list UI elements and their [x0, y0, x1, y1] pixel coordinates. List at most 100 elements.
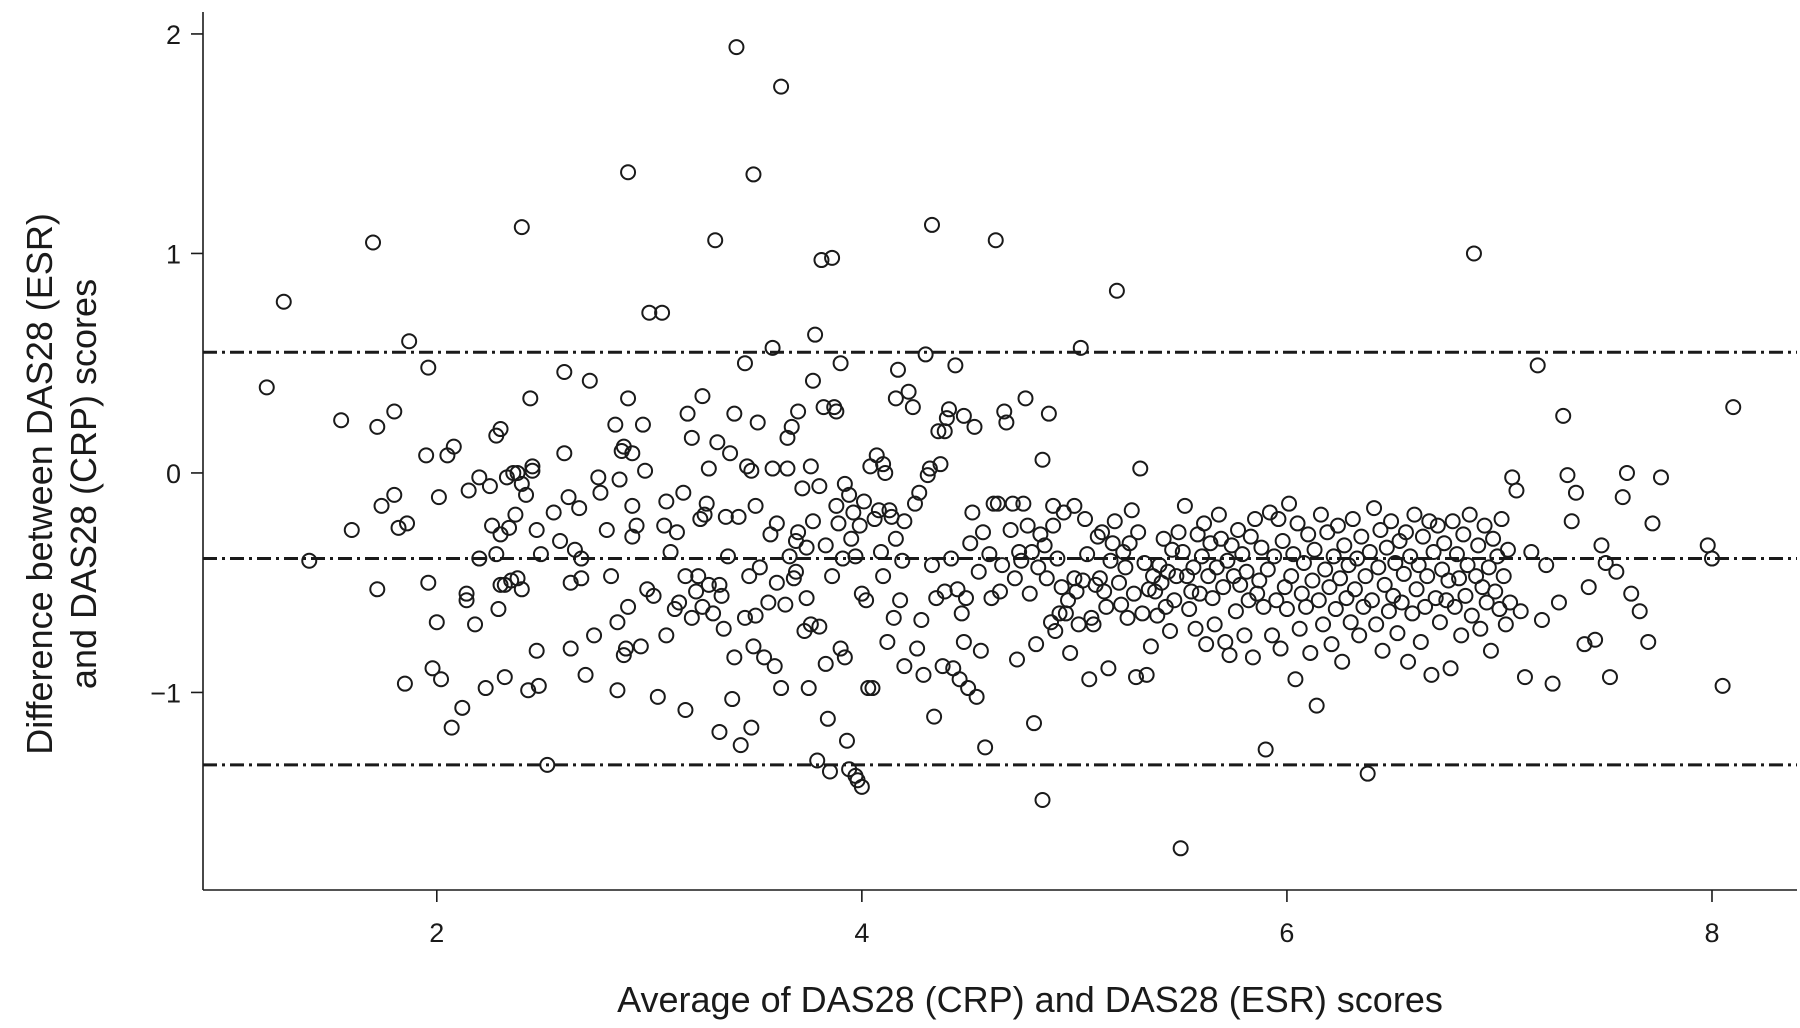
data-point	[488, 546, 505, 563]
data-point	[1130, 524, 1147, 541]
data-point	[1159, 563, 1176, 580]
data-point	[1493, 511, 1510, 528]
data-point	[1268, 592, 1285, 609]
data-point	[373, 497, 390, 514]
data-point	[1533, 612, 1550, 629]
data-point	[688, 583, 705, 600]
data-point	[960, 680, 977, 697]
data-point	[1185, 559, 1202, 576]
data-point	[1502, 594, 1519, 611]
data-point	[1255, 598, 1272, 615]
data-point	[1421, 513, 1438, 530]
data-point	[1134, 605, 1151, 622]
data-point	[951, 671, 968, 688]
data-point	[528, 642, 545, 659]
data-point	[1034, 792, 1051, 809]
data-point	[1387, 554, 1404, 571]
data-point	[913, 612, 930, 629]
data-point	[804, 372, 821, 389]
data-point	[887, 530, 904, 547]
data-point	[919, 467, 936, 484]
data-point	[705, 605, 722, 622]
data-point	[562, 574, 579, 591]
data-point	[1640, 633, 1657, 650]
x-axis-ticks: 2 4 6 8	[429, 890, 1720, 948]
data-point	[1019, 517, 1036, 534]
data-point	[620, 164, 637, 181]
data-point	[817, 537, 834, 554]
data-point	[490, 601, 507, 618]
data-point	[1631, 603, 1648, 620]
data-point	[838, 732, 855, 749]
data-point	[700, 576, 717, 593]
data-point	[1204, 590, 1221, 607]
data-point	[841, 486, 858, 503]
data-point	[624, 445, 641, 462]
data-point	[658, 627, 675, 644]
data-point	[800, 680, 817, 697]
data-point	[1378, 539, 1395, 556]
data-point	[955, 407, 972, 424]
data-point	[1119, 609, 1136, 626]
data-point	[1338, 590, 1355, 607]
data-point	[1072, 339, 1089, 356]
data-point	[726, 405, 743, 422]
data-point	[1451, 570, 1468, 587]
data-point	[1040, 405, 1057, 422]
data-point	[1045, 497, 1062, 514]
data-point	[896, 658, 913, 675]
data-point	[1206, 616, 1223, 633]
data-point	[1410, 557, 1427, 574]
data-point	[779, 460, 796, 477]
data-point	[1302, 644, 1319, 661]
data-point	[513, 219, 530, 236]
data-point	[1400, 653, 1417, 670]
data-point	[1512, 603, 1529, 620]
data-point	[1089, 528, 1106, 545]
data-point	[790, 403, 807, 420]
data-point	[679, 405, 696, 422]
data-point	[1164, 541, 1181, 558]
data-point	[1485, 530, 1502, 547]
data-point	[532, 546, 549, 563]
data-point	[694, 388, 711, 405]
data-point	[1559, 467, 1576, 484]
y-tick-label-0: 0	[166, 459, 181, 489]
data-point	[739, 458, 756, 475]
data-point	[1319, 524, 1336, 541]
data-point	[1397, 524, 1414, 541]
data-point	[1402, 548, 1419, 565]
data-point	[992, 583, 1008, 600]
data-point	[1567, 484, 1584, 501]
data-point	[1429, 517, 1446, 534]
data-point	[802, 616, 819, 633]
data-point	[766, 658, 783, 675]
data-point	[807, 326, 824, 343]
data-point	[1051, 605, 1068, 622]
data-point	[1618, 464, 1635, 481]
data-point	[1495, 568, 1512, 585]
data-point	[1253, 539, 1270, 556]
data-point	[1587, 631, 1604, 648]
data-point	[1317, 561, 1334, 578]
data-point	[471, 469, 488, 486]
data-point	[1278, 601, 1295, 618]
data-point	[743, 462, 760, 479]
data-point	[1285, 546, 1302, 563]
data-point	[1227, 603, 1244, 620]
data-point	[1247, 511, 1264, 528]
data-point	[1125, 585, 1142, 602]
data-point	[1436, 535, 1453, 552]
data-point	[609, 682, 626, 699]
data-point	[1168, 568, 1185, 585]
data-point	[1374, 642, 1391, 659]
data-point	[804, 513, 821, 530]
data-point	[853, 778, 870, 795]
data-point	[1062, 644, 1079, 661]
data-point	[692, 511, 709, 528]
data-point	[1563, 513, 1580, 530]
data-point	[1614, 489, 1631, 506]
data-point	[809, 752, 826, 769]
data-point	[571, 500, 588, 517]
data-point	[911, 484, 928, 501]
